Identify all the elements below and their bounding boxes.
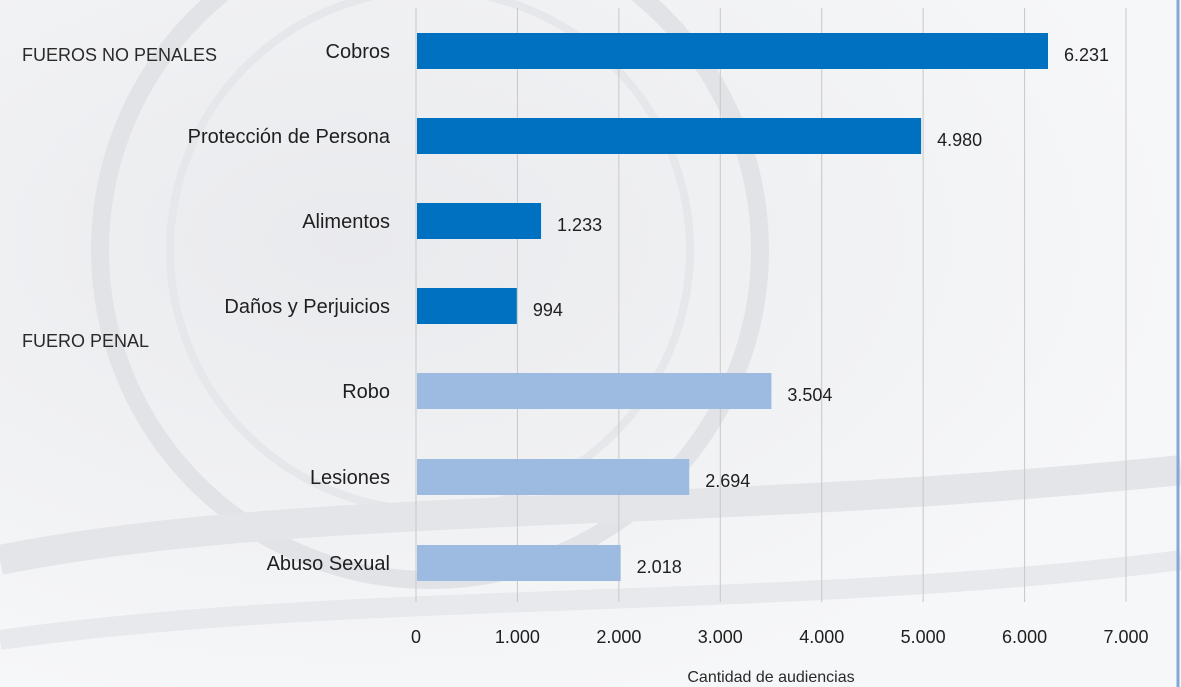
x-tick-label: 4.000 bbox=[799, 627, 844, 647]
bar bbox=[417, 373, 772, 409]
x-tick-label: 6.000 bbox=[1002, 627, 1047, 647]
group-label-penal: FUERO PENAL bbox=[22, 331, 149, 351]
category-label: Daños y Perjuicios bbox=[224, 296, 390, 318]
bar bbox=[417, 118, 922, 154]
value-label: 1.233 bbox=[557, 215, 602, 235]
category-label: Robo bbox=[342, 381, 390, 403]
bar bbox=[417, 288, 517, 324]
x-axis-title: Cantidad de audiencias bbox=[687, 669, 854, 686]
bar bbox=[417, 459, 690, 495]
x-tick-label: 5.000 bbox=[901, 627, 946, 647]
gridlines bbox=[415, 8, 1127, 602]
group-label-no-penales: FUEROS NO PENALES bbox=[22, 45, 217, 65]
bars bbox=[417, 33, 1049, 581]
value-label: 994 bbox=[533, 300, 563, 320]
category-label: Lesiones bbox=[310, 467, 390, 489]
category-label: Protección de Persona bbox=[188, 126, 391, 148]
value-label: 2.694 bbox=[705, 471, 750, 491]
value-label: 3.504 bbox=[787, 385, 832, 405]
bar bbox=[417, 545, 621, 581]
bar bbox=[417, 33, 1049, 69]
category-label: Alimentos bbox=[302, 211, 390, 233]
x-tick-label: 0 bbox=[411, 627, 421, 647]
x-tick-label: 7.000 bbox=[1103, 627, 1148, 647]
category-label: Cobros bbox=[326, 41, 390, 63]
bar bbox=[417, 203, 542, 239]
x-tick-label: 1.000 bbox=[495, 627, 540, 647]
value-label: 2.018 bbox=[637, 557, 682, 577]
category-label: Abuso Sexual bbox=[267, 553, 390, 575]
value-label: 6.231 bbox=[1064, 45, 1109, 65]
value-label: 4.980 bbox=[937, 130, 982, 150]
labels: 0 1.000 2.000 3.000 4.000 5.000 6.000 7.000 Cobr… bbox=[188, 41, 1149, 647]
x-tick-label: 3.000 bbox=[698, 627, 743, 647]
x-tick-label: 2.000 bbox=[596, 627, 641, 647]
